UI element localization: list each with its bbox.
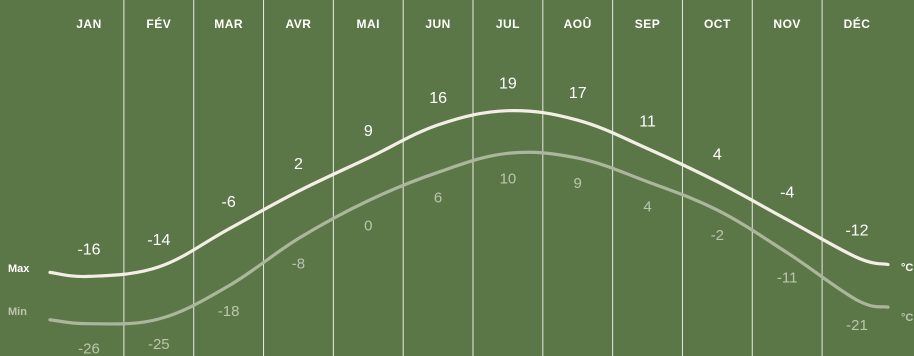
value-label: -16	[77, 241, 100, 258]
value-labels: -16 -14 -6 2 9 16 19 17 11 4 -4 -12 -26 -25 -18 -8 0 6 10 9…	[77, 76, 868, 356]
month-label: JUL	[496, 17, 520, 31]
value-label: 4	[643, 199, 651, 216]
legend-min: Min	[8, 306, 27, 318]
month-label: FÉV	[146, 16, 171, 31]
value-label: 10	[500, 170, 517, 187]
month-label: DÉC	[844, 16, 871, 31]
value-label: 4	[713, 147, 722, 164]
value-label: -25	[148, 336, 170, 353]
value-label: -12	[845, 222, 868, 239]
value-label: 17	[569, 85, 587, 102]
legend: Max °C Min °C	[8, 262, 913, 324]
value-label: -18	[218, 303, 240, 320]
month-label: JUN	[425, 17, 451, 31]
month-label: AOÛ	[564, 16, 592, 31]
value-label: 16	[429, 90, 447, 107]
gridlines	[123, 0, 823, 356]
value-label: 2	[294, 156, 303, 173]
value-label: -4	[780, 185, 794, 202]
value-label: -26	[78, 341, 100, 356]
value-label: -2	[711, 227, 724, 244]
month-labels: JAN FÉV MAR AVR MAI JUN JUL AOÛ SEP OCT NOV DÉC	[76, 16, 870, 31]
value-label: 0	[364, 218, 372, 235]
value-label: -21	[846, 317, 868, 334]
month-label: SEP	[635, 17, 661, 31]
legend-max: Max	[8, 263, 30, 275]
month-label: AVR	[285, 17, 311, 31]
month-label: NOV	[773, 17, 801, 31]
value-label: -14	[147, 232, 170, 249]
month-label: MAI	[357, 17, 381, 31]
unit-label: °C	[901, 312, 913, 324]
month-label: OCT	[704, 17, 731, 31]
curve-max	[48, 108, 890, 279]
value-label: 11	[639, 114, 656, 131]
month-label: MAR	[214, 17, 243, 31]
value-label: -11	[777, 270, 798, 287]
value-label: -8	[292, 256, 305, 273]
value-label: 9	[574, 175, 582, 192]
curve-min	[48, 150, 890, 326]
value-label: -6	[222, 194, 236, 211]
curves	[48, 108, 890, 326]
month-label: JAN	[76, 17, 102, 31]
value-label: 6	[434, 189, 442, 206]
value-label: 19	[499, 76, 517, 93]
unit-label: °C	[901, 262, 913, 274]
value-label: 9	[364, 123, 373, 140]
